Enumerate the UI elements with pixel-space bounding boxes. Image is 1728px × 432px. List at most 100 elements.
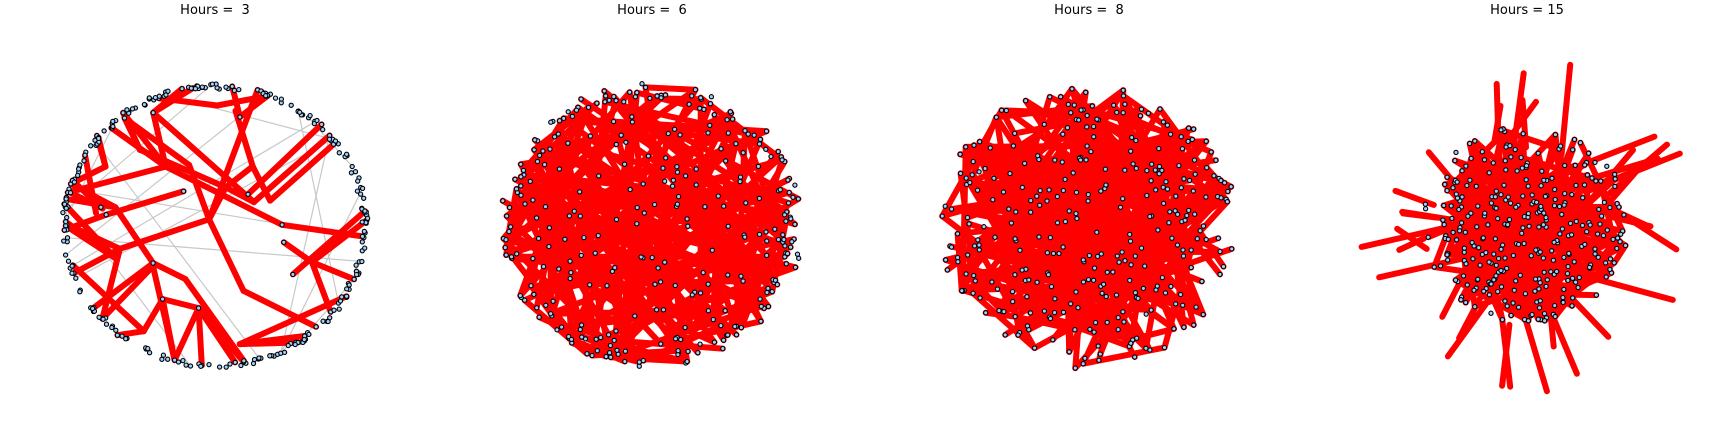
graph-node xyxy=(355,178,361,184)
graph-node xyxy=(709,247,715,253)
graph-node xyxy=(1592,246,1598,252)
graph-node xyxy=(263,93,269,99)
graph-node xyxy=(698,95,704,101)
graph-node xyxy=(1505,221,1511,228)
graph-node xyxy=(682,173,689,179)
graph-node xyxy=(605,332,612,338)
graph-edge xyxy=(1508,98,1539,139)
graph-node xyxy=(362,245,368,251)
graph-node xyxy=(1502,255,1508,261)
graph-node xyxy=(1518,154,1524,161)
graph-node xyxy=(1570,295,1576,301)
graph-node xyxy=(1140,285,1147,292)
graph-edge xyxy=(206,216,247,294)
graph-node xyxy=(1495,255,1502,262)
graph-node xyxy=(594,100,600,106)
graph-node xyxy=(1192,211,1198,217)
graph-node xyxy=(1560,299,1566,306)
graph-node xyxy=(561,115,567,122)
graph-node xyxy=(1441,202,1447,209)
graph-node xyxy=(622,348,629,354)
graph-node xyxy=(336,150,342,156)
graph-node xyxy=(1566,250,1572,257)
graph-node xyxy=(1463,261,1469,267)
graph-node xyxy=(1572,162,1578,169)
graph-node xyxy=(237,114,243,120)
graph-node xyxy=(640,181,646,187)
graph-node xyxy=(689,93,695,99)
graph-node xyxy=(1148,307,1154,313)
graph-node xyxy=(357,191,364,197)
graph-node xyxy=(993,114,1000,120)
graph-node xyxy=(733,332,740,338)
graph-node xyxy=(1463,163,1469,169)
graph-node xyxy=(571,208,577,214)
graph-node xyxy=(1576,274,1582,281)
graph-node xyxy=(1483,249,1489,256)
graph-node xyxy=(1598,178,1604,184)
graph-node xyxy=(279,222,285,228)
graph-node xyxy=(612,265,618,271)
graph-edge xyxy=(289,208,368,278)
graph-node xyxy=(531,147,537,153)
graph-node xyxy=(62,252,69,258)
graph-node xyxy=(89,305,96,312)
graph-edge xyxy=(267,141,337,204)
graph-node xyxy=(77,289,83,295)
graph-node xyxy=(1618,231,1624,237)
graph-node xyxy=(774,281,780,288)
graph-node xyxy=(1471,243,1477,249)
graph-node xyxy=(1010,298,1016,305)
graph-node xyxy=(1561,254,1567,261)
graph-node xyxy=(623,139,629,145)
graph-node xyxy=(1047,234,1054,241)
graph-node xyxy=(579,334,585,340)
graph-node xyxy=(589,352,595,359)
graph-node xyxy=(1177,291,1184,298)
graph-node xyxy=(649,254,655,261)
graph-node xyxy=(596,173,602,179)
graph-node xyxy=(1091,329,1097,335)
graph-edge xyxy=(1596,150,1683,189)
graph-edge xyxy=(64,95,267,256)
graph-node xyxy=(1569,275,1576,281)
graph-node xyxy=(1189,136,1195,143)
graph-node xyxy=(685,348,691,355)
graph-node xyxy=(1128,148,1134,154)
graph-node xyxy=(1185,138,1191,145)
graph-node xyxy=(795,196,801,202)
graph-node xyxy=(187,363,194,369)
graph-node xyxy=(1575,284,1581,291)
graph-node xyxy=(1513,204,1519,210)
graph-node xyxy=(1449,215,1455,222)
graph-node xyxy=(657,279,664,285)
graph-node xyxy=(1456,228,1463,234)
graph-node xyxy=(700,269,706,276)
graph-node xyxy=(1127,238,1134,244)
graph-node xyxy=(551,134,558,140)
graph-node xyxy=(764,289,770,296)
graph-node xyxy=(1127,277,1133,284)
graph-node xyxy=(1493,262,1499,268)
graph-edge xyxy=(948,206,1153,220)
graph-node xyxy=(671,126,678,132)
graph-node xyxy=(1114,253,1120,259)
graph-node xyxy=(1582,241,1588,248)
graph-node xyxy=(959,288,965,294)
graph-node xyxy=(1520,131,1526,137)
graph-node xyxy=(1512,146,1518,153)
graph-node xyxy=(758,303,764,310)
graph-edge xyxy=(99,245,123,322)
graph-edge xyxy=(71,163,109,186)
graph-node xyxy=(1471,287,1477,293)
graph-node xyxy=(967,179,973,186)
graph-node xyxy=(546,225,553,231)
graph-node xyxy=(1083,89,1089,96)
graph-node xyxy=(1452,277,1459,283)
graph-node xyxy=(1186,177,1193,184)
graph-node xyxy=(1573,218,1579,225)
graph-node xyxy=(502,244,508,251)
graph-node xyxy=(720,345,726,352)
graph-node xyxy=(1504,265,1510,272)
graph-node xyxy=(1543,283,1549,290)
